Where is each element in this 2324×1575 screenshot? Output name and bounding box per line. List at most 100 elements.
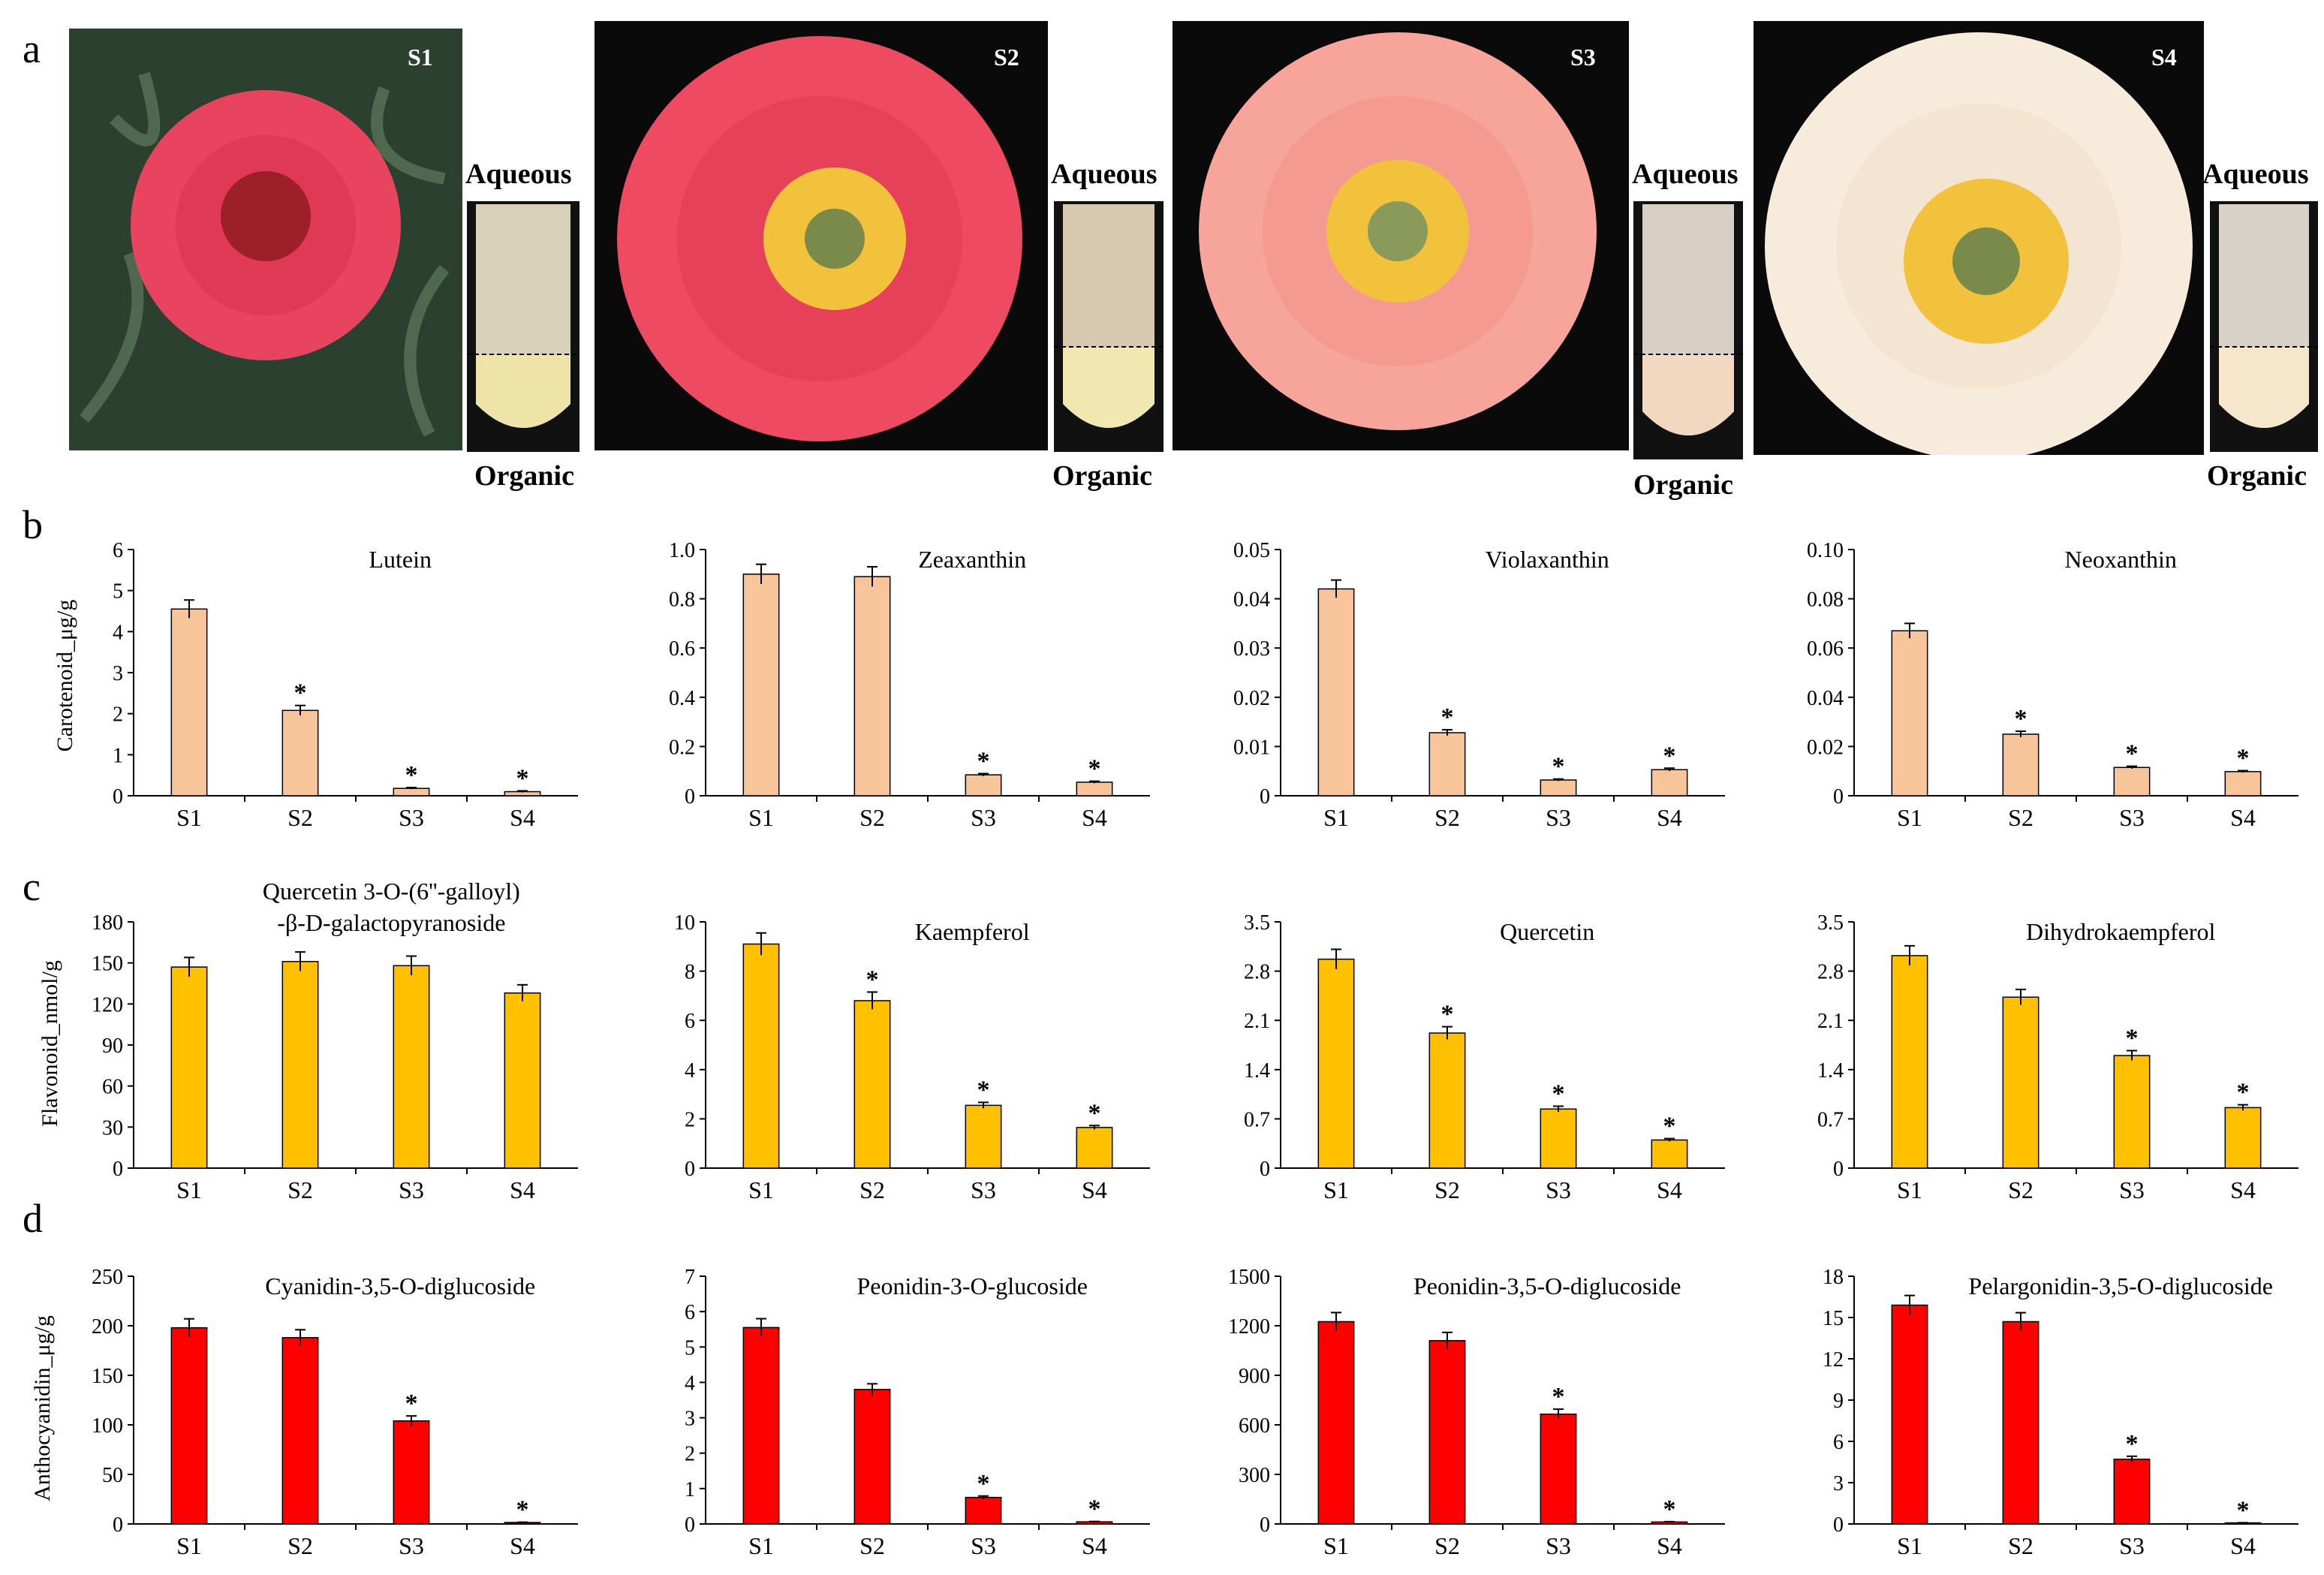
ylabel-anthocyanidin: Anthocyanidin_μg/g [30,1315,55,1501]
chart-d3-title: Peonidin-3,5-O-diglucoside [1413,1272,1681,1299]
chart-b4-ytick-label: 0.08 [1807,589,1844,612]
chart-d2-ytick-label: 6 [685,1301,695,1324]
chart-c2-x-label: S1 [748,1176,774,1203]
chart-c4-x-label: S1 [1897,1176,1922,1203]
chart-c1-ytick-label: 30 [102,1116,123,1140]
chart-b4-bar [1891,630,1928,797]
chart-c3-ytick-label: 0 [1260,1158,1270,1181]
chart-d3-ytick-label: 1200 [1228,1315,1270,1339]
chart-d4-ytick-label: 0 [1833,1513,1844,1537]
chart-d1-ytick-label: 200 [92,1315,123,1339]
chart-c3-bar [1317,958,1355,1169]
chart-c4-significance-star: * [2126,1024,2139,1052]
chart-c2-bar [965,1104,1002,1169]
flower-photo-s1 [69,29,462,450]
chart-b2-x-label: S4 [1082,804,1107,831]
chart-c2-significance-star: * [1088,1099,1101,1127]
chart-d1-bar [170,1327,208,1525]
chart-b1-x-label: S2 [287,804,313,831]
panel-label-c: c [23,864,41,909]
chart-b3-ytick-label: 0.02 [1233,687,1270,710]
chart-b2-ytick-label: 0.4 [669,687,695,710]
chart-b4-title: Neoxanthin [2065,546,2177,573]
chart-d2-title: Peonidin-3-O-glucoside [856,1272,1088,1299]
chart-c2-title: Kaempferol [915,918,1030,945]
chart-d2-x-label: S3 [971,1532,996,1559]
chart-d4-ytick-label: 6 [1833,1431,1844,1454]
panel-label-d: d [23,1196,43,1241]
chart-d1-significance-star: * [405,1390,418,1417]
chart-d2-ytick-label: 4 [685,1372,695,1395]
stage-tag-s4: S4 [2151,44,2177,71]
chart-c1-ytick-label: 90 [102,1034,123,1058]
chart-b1-significance-star: * [405,761,418,789]
tube-image-s2 [1054,201,1164,452]
chart-b1-significance-star: * [516,764,529,792]
chart-d2-ytick-label: 7 [685,1266,695,1289]
chart-b4-ytick-label: 0.02 [1807,736,1844,759]
chart-d1-x-label: S1 [176,1532,202,1559]
chart-b1-ytick-label: 6 [113,539,123,562]
stage-tag-s3: S3 [1570,44,1596,71]
chart-b3-significance-star: * [1663,742,1676,769]
chart-c2-bar [742,943,780,1169]
chart-c1-bar [170,966,208,1169]
chart-b1-bar [170,608,208,797]
chart-d1-significance-star: * [516,1496,529,1524]
chart-b3-ytick-label: 0 [1260,785,1270,809]
panel-label-b: b [23,502,43,547]
chart-c1-title-line2: -β-D-galactopyranoside [277,909,505,936]
chart-d3-bar [1317,1321,1355,1525]
stage-tag-s2: S2 [994,44,1019,71]
chart-b4-significance-star: * [2015,705,2027,733]
chart-d3-significance-star: * [1663,1495,1676,1523]
stage-tag-s1: S1 [408,44,433,71]
chart-c1-x-label: S3 [399,1176,424,1203]
chart-c3-significance-star: * [1663,1113,1676,1140]
chart-c4-x-label: S4 [2230,1176,2256,1203]
chart-c1-x-label: S1 [176,1176,202,1203]
chart-b3-bar [1428,732,1466,797]
chart-d2-ytick-label: 5 [685,1336,695,1360]
chart-c2-ytick-label: 6 [685,1010,695,1033]
chart-d2-significance-star: * [1088,1495,1101,1523]
chart-b4-x-label: S3 [2119,804,2145,831]
chart-c3-x-label: S2 [1434,1176,1460,1203]
flower-image-s2 [595,21,1048,450]
chart-d4-bar [1891,1304,1928,1525]
chart-c3-x-label: S1 [1323,1176,1349,1203]
chart-d4-bar [2002,1321,2040,1525]
flower-photo-s2 [595,21,1048,450]
chart-b3-x-label: S1 [1323,804,1349,831]
chart-c1-title: Quercetin 3-O-(6''-galloyl) [263,878,520,905]
chart-c1-ytick-label: 180 [92,911,123,935]
chart-b2-x-label: S1 [748,804,774,831]
chart-b3-significance-star: * [1552,753,1565,781]
chart-b2-ytick-label: 0.2 [669,736,695,759]
chart-d2-ytick-label: 2 [685,1443,695,1466]
chart-d1-x-label: S4 [510,1532,535,1559]
chart-b2-significance-star: * [1088,755,1101,783]
chart-d4-significance-star: * [2237,1496,2250,1524]
chart-b4-x-label: S4 [2230,804,2256,831]
chart-b3-x-label: S3 [1546,804,1571,831]
chart-d4-bar [2113,1459,2151,1525]
chart-d4-ytick-label: 15 [1823,1307,1844,1330]
chart-d4-x-label: S2 [2008,1532,2034,1559]
chart-d3-significance-star: * [1552,1383,1565,1411]
chart-b4-ytick-label: 0.06 [1807,637,1844,661]
chart-c2-ytick-label: 2 [685,1108,695,1131]
chart-b3-ytick-label: 0.04 [1233,589,1270,612]
chart-c4-ytick-label: 2.1 [1817,1010,1844,1033]
chart-d1-x-label: S2 [287,1532,313,1559]
chart-c4-ytick-label: 2.8 [1817,961,1844,984]
chart-d3-x-label: S1 [1323,1532,1349,1559]
chart-d4-ytick-label: 3 [1833,1472,1844,1495]
chart-c2-x-label: S4 [1082,1176,1107,1203]
chart-b3-ytick-label: 0.01 [1233,736,1270,759]
chart-d4-title: Pelargonidin-3,5-O-diglucoside [1968,1272,2273,1299]
chart-b4-x-label: S1 [1897,804,1922,831]
chart-b4-significance-star: * [2237,745,2250,772]
aqueous-label-s3: Aqueous [1632,158,1738,190]
chart-c3-bar [1540,1108,1577,1169]
